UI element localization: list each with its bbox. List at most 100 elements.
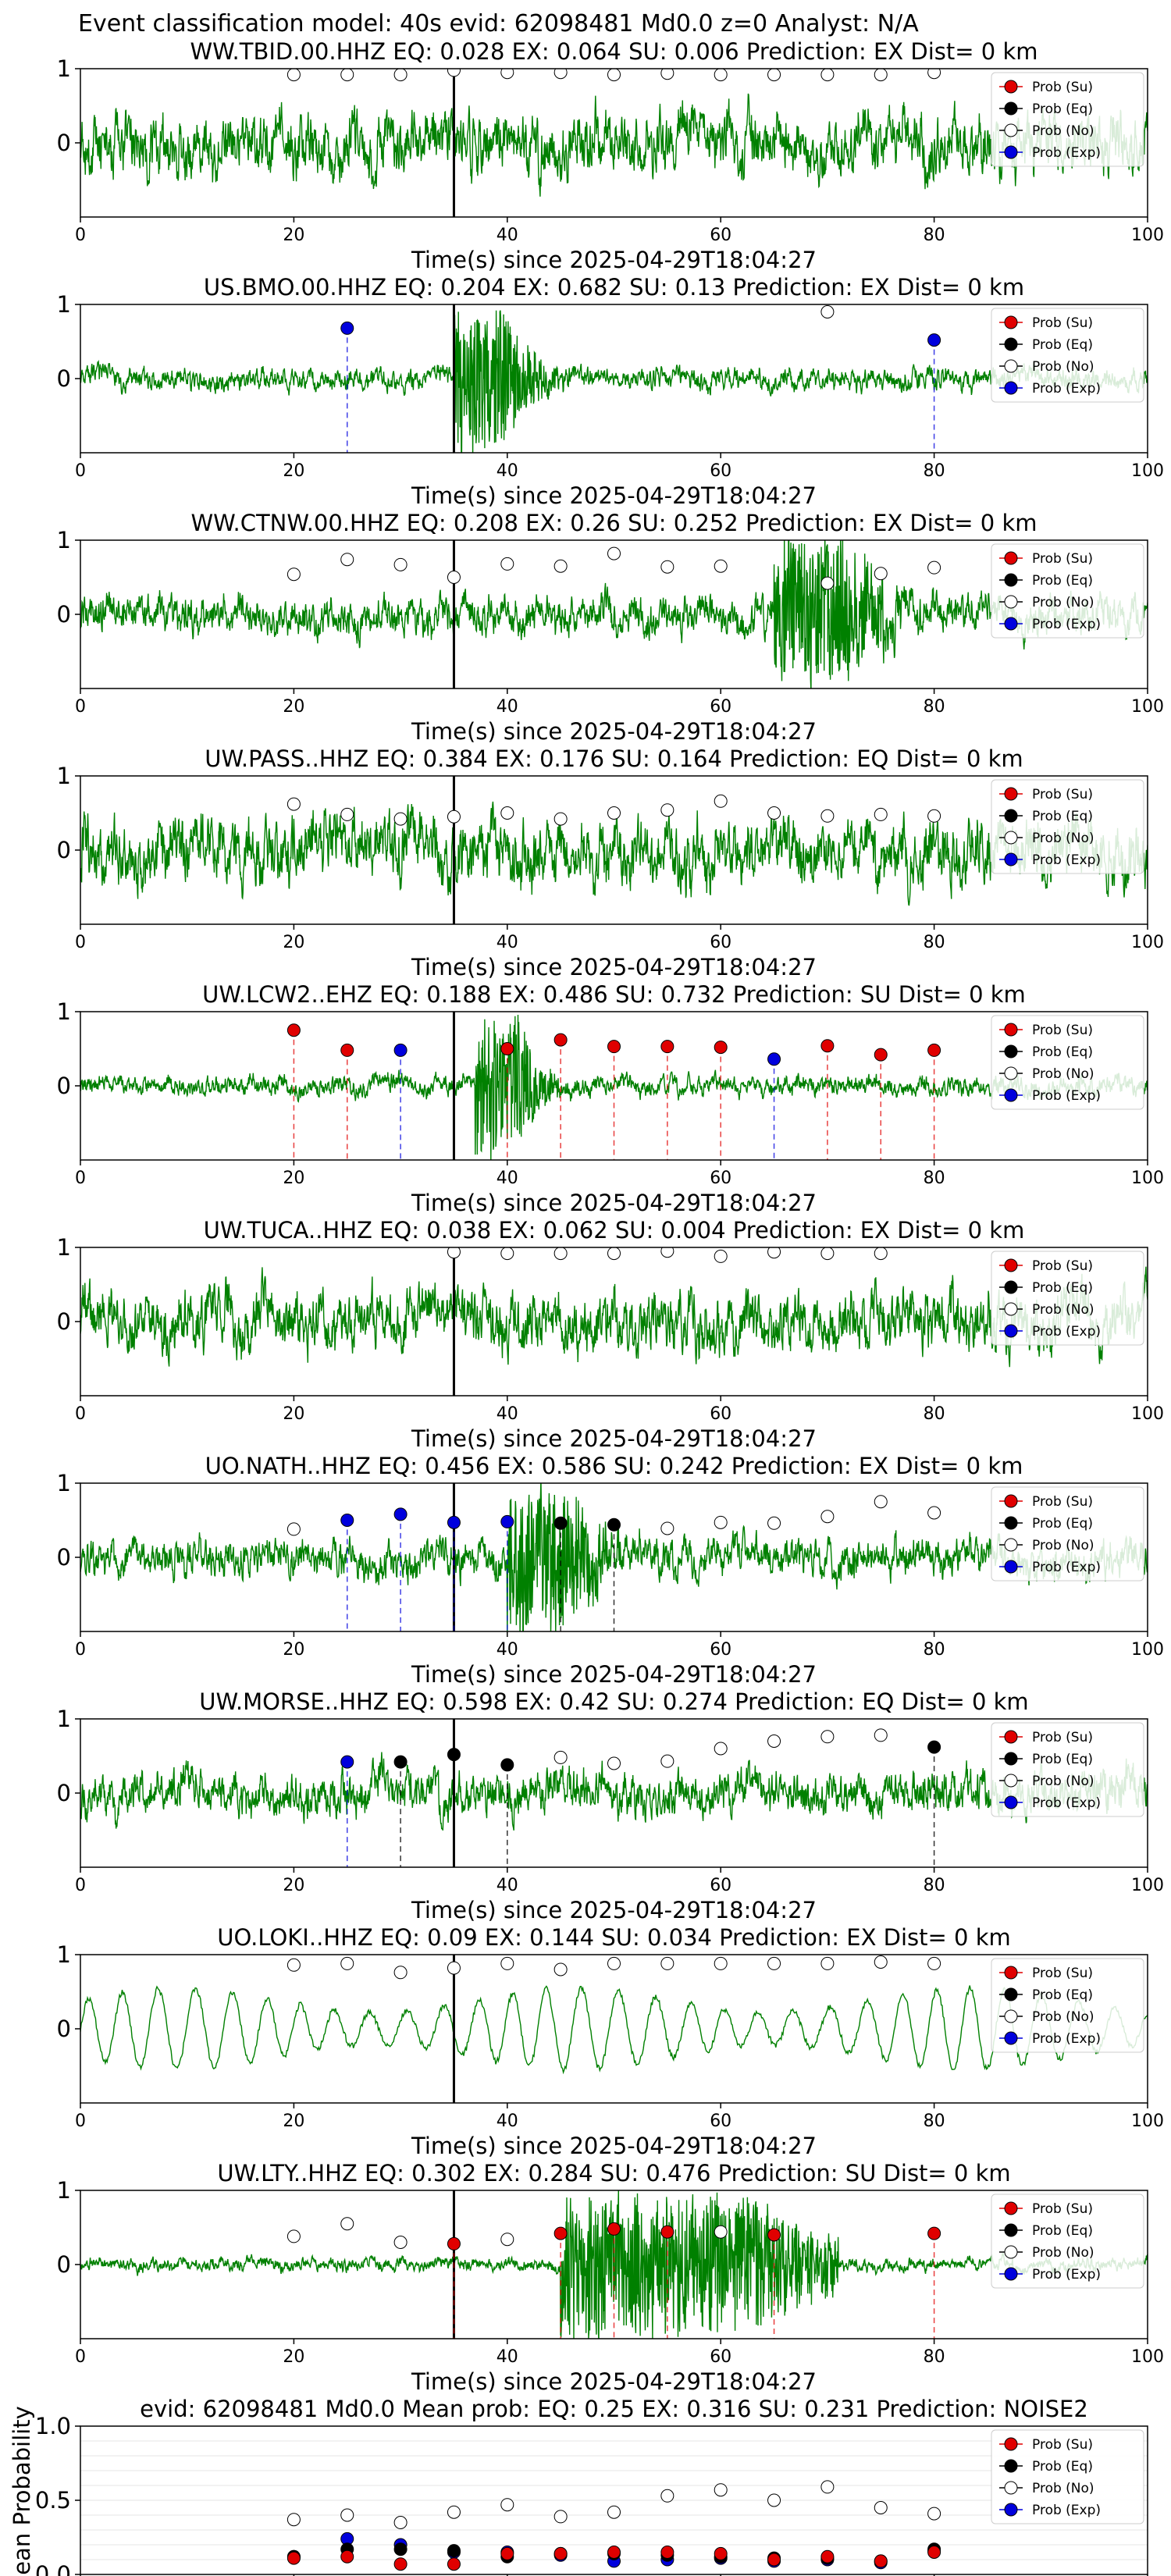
x-tick-label: 20 <box>283 933 304 952</box>
legend-marker-no <box>1004 1538 1018 1552</box>
prob-point-no <box>500 557 514 571</box>
prob-point-su <box>607 1040 621 1054</box>
mean-point-no <box>607 2505 621 2519</box>
prob-point-no <box>714 559 728 573</box>
y-tick-label: 0.5 <box>35 2487 71 2514</box>
prob-point-su <box>340 1043 354 1057</box>
legend-label-no: Prob (No) <box>1032 123 1094 139</box>
legend-marker-no <box>1004 831 1018 845</box>
legend-marker-su <box>1004 2437 1018 2451</box>
prob-point-su <box>500 1042 514 1055</box>
prob-point-no <box>660 69 674 80</box>
x-tick-label: 40 <box>497 1404 518 1424</box>
legend-marker-no <box>1004 1066 1018 1080</box>
prob-point-no <box>820 1956 835 1970</box>
legend-marker-no <box>1004 359 1018 373</box>
legend-marker-exp <box>1004 1324 1018 1338</box>
panel-title: UW.PASS..HHZ EQ: 0.384 EX: 0.176 SU: 0.1… <box>205 745 1023 772</box>
panel-title: UW.TUCA..HHZ EQ: 0.038 EX: 0.062 SU: 0.0… <box>204 1217 1025 1244</box>
mean-point-su <box>607 2546 621 2559</box>
x-tick-label: 0 <box>75 697 86 717</box>
prob-point-exp <box>500 1514 514 1528</box>
y-tick-label: 1 <box>57 1941 71 1968</box>
legend-marker-no <box>1004 1774 1018 1788</box>
y-tick-label: 0 <box>57 1780 71 1806</box>
prob-point-exp <box>340 1755 354 1769</box>
x-tick-label: 60 <box>710 1169 731 1188</box>
prob-point-exp <box>340 321 354 335</box>
prob-point-no <box>660 1956 674 1970</box>
panel-title: UW.LTY..HHZ EQ: 0.302 EX: 0.284 SU: 0.47… <box>217 2160 1010 2186</box>
legend-box <box>991 1722 1144 1817</box>
figure-suptitle: Event classification model: 40s evid: 62… <box>78 10 919 37</box>
y-tick-label: 1 <box>57 1470 71 1496</box>
x-tick-label: 40 <box>497 697 518 717</box>
prob-point-no <box>767 69 781 82</box>
prob-point-su <box>714 1041 728 1055</box>
prob-point-no <box>500 806 514 820</box>
legend-label-su: Prob (Su) <box>1032 2201 1093 2217</box>
x-tick-label: 40 <box>497 1169 518 1188</box>
prob-point-no <box>393 557 408 571</box>
plot-area <box>80 2440 1148 2571</box>
mean-point-no <box>874 2501 888 2514</box>
mean-point-no <box>927 2507 941 2521</box>
prob-point-no <box>393 812 408 826</box>
y-tick-label: 0 <box>57 365 71 392</box>
prob-point-no <box>767 1247 781 1259</box>
legend-marker-exp <box>1004 1560 1018 1574</box>
mean-point-no <box>287 2513 301 2527</box>
x-tick-label: 20 <box>283 1404 304 1424</box>
plot-area <box>80 1483 1148 1631</box>
x-tick-label: 0 <box>75 1640 86 1660</box>
prob-point-su <box>927 1043 941 1057</box>
legend-marker-eq <box>1004 809 1018 823</box>
legend-box <box>991 2429 1144 2524</box>
prob-point-su <box>767 2228 781 2242</box>
prob-point-no <box>287 568 301 582</box>
x-tick-label: 60 <box>710 697 731 717</box>
legend-label-exp: Prob (Exp) <box>1032 381 1101 397</box>
y-tick-label: 0 <box>57 837 71 863</box>
mean-point-su <box>660 2546 674 2559</box>
prob-point-exp <box>393 1043 408 1057</box>
x-axis-label: Time(s) since 2025-04-29T18:04:27 <box>411 954 817 980</box>
x-tick-label: 0 <box>75 1876 86 1895</box>
legend-label-eq: Prob (Eq) <box>1032 2223 1093 2239</box>
legend-label-su: Prob (Su) <box>1032 1023 1093 1038</box>
prob-point-no <box>607 806 621 820</box>
mean-point-no <box>553 2510 568 2524</box>
legend-label-eq: Prob (Eq) <box>1032 2459 1093 2475</box>
prob-point-no <box>553 1247 568 1261</box>
plot-area <box>80 776 1148 924</box>
prob-point-no <box>820 305 835 318</box>
prob-point-exp <box>340 1514 354 1527</box>
plot-area <box>80 304 1148 453</box>
legend-marker-no <box>1004 1302 1018 1316</box>
mean-point-no <box>714 2483 728 2497</box>
legend-marker-eq <box>1004 2459 1018 2473</box>
prob-point-exp <box>447 1515 461 1529</box>
x-tick-label: 60 <box>710 933 731 952</box>
legend-label-su: Prob (Su) <box>1032 787 1093 802</box>
legend-box <box>991 72 1144 167</box>
legend-box <box>991 543 1144 639</box>
x-tick-label: 80 <box>924 697 945 717</box>
panel-title: evid: 62098481 Md0.0 Mean prob: EQ: 0.25… <box>140 2396 1088 2422</box>
x-axis-label: Time(s) since 2025-04-29T18:04:27 <box>411 718 817 745</box>
y-tick-label: 0 <box>57 2251 71 2278</box>
legend-marker-su <box>1004 1023 1018 1037</box>
x-tick-label: 60 <box>710 2347 731 2367</box>
prob-point-no <box>607 1756 621 1770</box>
prob-point-eq <box>393 1755 408 1769</box>
x-tick-label: 100 <box>1131 461 1164 481</box>
panel-11: evid: 62098481 Md0.0 Mean prob: EQ: 0.25… <box>9 2396 1148 2576</box>
prob-point-no <box>874 1495 888 1509</box>
x-tick-label: 60 <box>710 2112 731 2131</box>
x-tick-label: 0 <box>75 1169 86 1188</box>
mean-point-no <box>660 2489 674 2503</box>
y-tick-label: 1 <box>57 291 71 318</box>
x-tick-label: 80 <box>924 461 945 481</box>
plot-area <box>80 1719 1148 1867</box>
